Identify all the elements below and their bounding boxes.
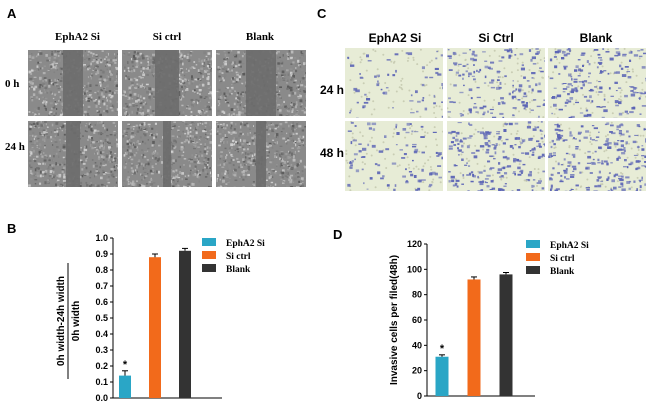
y-tick-label: 0.5 [95, 313, 108, 323]
transwell-image-r1-c2 [548, 121, 646, 191]
y-axis-title-denominator: 0h width [71, 301, 82, 342]
scratch-image-r1-c1 [122, 121, 212, 187]
bar-si-ctrl [467, 279, 481, 396]
legend-label: Blank [226, 265, 251, 275]
significance-asterisk: * [123, 359, 128, 371]
panel-c-col-label-blank: Blank [579, 31, 613, 45]
legend-label: Si ctrl [550, 254, 575, 264]
panel-a-col-label-sictrl: Si ctrl [152, 31, 182, 43]
transwell-image-r0-c2 [548, 48, 646, 118]
chart-b: 0.0 0.1 0.2 0.3 0.4 0.5 0.6 0.7 0.8 0.9 1.0 * EphA2 … [56, 233, 265, 403]
panel-c-col-label-sictrl: Si Ctrl [478, 31, 514, 45]
y-axis-title-numerator: 0h width-24h width [56, 276, 67, 366]
chart-d: 0 20 40 60 80 100 120 * EphA2 Si Si ctrl Blank Inva… [389, 239, 589, 401]
scratch-image-r1-c0 [28, 121, 118, 187]
legend-label: Si ctrl [226, 252, 251, 262]
y-tick-label: 0.8 [95, 265, 108, 275]
bar-epha2-si [435, 356, 449, 396]
bar-epha2-si [119, 375, 131, 398]
y-tick-label: 0.0 [95, 393, 108, 403]
transwell-image-r1-c0 [345, 121, 443, 191]
y-tick-label: 0.1 [95, 377, 108, 387]
panel-b-letter: B [7, 221, 17, 236]
transwell-image-r0-c0 [345, 48, 443, 118]
y-axis-title: 0h width-24h width 0h width [56, 263, 82, 379]
legend-label: EphA2 Si [550, 241, 589, 251]
panel-a-row-label-0h: 0 h [5, 78, 20, 90]
bar-blank [179, 250, 191, 398]
y-tick-label: 40 [412, 340, 422, 350]
panel-c-row-label-48h: 48 h [320, 146, 345, 160]
bar-blank [499, 274, 513, 396]
y-tick-label: 0.4 [95, 329, 108, 339]
legend-swatch [526, 253, 540, 261]
legend-swatch [202, 238, 216, 246]
y-tick-label: 0.7 [95, 281, 108, 291]
transwell-image-r1-c1 [447, 121, 545, 191]
bar-si-ctrl [149, 257, 161, 398]
legend-swatch [202, 264, 216, 272]
legend-label: Blank [550, 267, 575, 277]
y-tick-label: 120 [407, 239, 422, 249]
legend-swatch [526, 240, 540, 248]
y-axis-title: Invasive cells per filed(48h) [389, 255, 400, 385]
y-tick-label: 0.6 [95, 297, 108, 307]
y-tick-label: 0 [417, 391, 422, 401]
panel-d-letter: D [333, 227, 343, 242]
panel-c-letter: C [317, 6, 327, 21]
scratch-image-r0-c0 [28, 50, 118, 116]
panel-c-col-label-ephA2: EphA2 Si [368, 31, 422, 45]
y-tick-label: 100 [407, 264, 422, 274]
legend-swatch [526, 266, 540, 274]
scratch-image-r0-c2 [216, 50, 306, 116]
panel-a-row-label-24h: 24 h [5, 141, 25, 153]
y-tick-label: 20 [412, 366, 422, 376]
y-tick-label: 0.2 [95, 361, 108, 371]
panel-a-col-label-blank: Blank [245, 31, 275, 43]
scratch-image-r1-c2 [216, 121, 306, 187]
panel-a-col-label-ephA2: EphA2 Si [55, 31, 100, 43]
scratch-image-r0-c1 [122, 50, 212, 116]
y-tick-label: 0.9 [95, 249, 108, 259]
y-tick-label: 1.0 [95, 233, 108, 243]
y-tick-label: 0.3 [95, 345, 108, 355]
y-tick-label: 80 [412, 290, 422, 300]
transwell-image-r0-c1 [447, 48, 545, 118]
legend-label: EphA2 Si [226, 239, 265, 249]
significance-asterisk: * [440, 343, 445, 355]
panel-a-letter: A [7, 6, 17, 21]
panel-c-row-label-24h: 24 h [320, 83, 345, 97]
y-tick-label: 60 [412, 315, 422, 325]
legend-swatch [202, 251, 216, 259]
